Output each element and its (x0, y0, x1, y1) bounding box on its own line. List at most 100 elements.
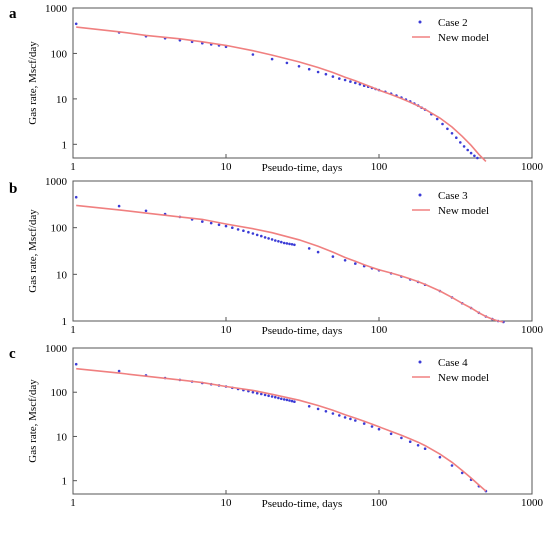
x-tick-label: 100 (371, 161, 388, 173)
data-point (370, 425, 374, 428)
data-point (280, 397, 283, 401)
legend-label: Case 2 (438, 17, 468, 29)
data-point (255, 391, 259, 395)
y-tick-label: 1000 (45, 343, 68, 355)
data-point (450, 132, 454, 135)
data-point (263, 393, 267, 397)
x-tick-label: 100 (371, 497, 388, 509)
data-point (307, 405, 311, 408)
y-tick-label: 1 (62, 139, 68, 151)
data-point (288, 242, 291, 246)
data-point (274, 239, 277, 242)
data-point (209, 221, 213, 225)
legend-swatch-point (418, 20, 422, 24)
data-point (455, 136, 458, 139)
y-tick-label: 10 (56, 94, 68, 106)
data-point (354, 81, 357, 85)
legend-label: Case 3 (438, 190, 468, 202)
data-point (260, 392, 263, 396)
data-point (307, 67, 311, 71)
data-point (423, 447, 427, 451)
x-tick-label: 1 (70, 324, 76, 336)
legend-label: New model (438, 32, 489, 44)
y-axis-label: Gas rate, Mscf/day (27, 209, 39, 293)
data-point (349, 417, 352, 421)
data-point (324, 72, 328, 76)
series-points-case-2 (74, 22, 479, 160)
x-tick-label: 1000 (521, 497, 544, 509)
y-axis-label: Gas rate, Mscf/day (27, 379, 39, 463)
y-axis-label: Gas rate, Mscf/day (27, 41, 39, 125)
y-tick-label: 10 (56, 269, 68, 281)
data-point (343, 259, 347, 262)
data-point (473, 154, 476, 158)
data-point (441, 122, 444, 126)
data-point (201, 220, 204, 223)
data-point (476, 156, 479, 160)
data-point (293, 400, 296, 404)
data-point (144, 209, 148, 213)
data-point (231, 226, 234, 229)
y-tick-label: 10 (56, 431, 68, 443)
legend-label: New model (438, 372, 489, 384)
y-tick-label: 100 (51, 223, 68, 235)
y-tick-label: 1000 (45, 3, 68, 15)
data-point (349, 80, 352, 83)
data-point (263, 236, 267, 239)
data-point (282, 241, 286, 245)
data-point (343, 78, 347, 82)
data-point (224, 224, 228, 228)
x-tick-label: 1000 (521, 324, 544, 336)
data-point (267, 237, 270, 240)
series-line-new-model (76, 204, 504, 323)
y-tick-label: 1 (62, 316, 68, 328)
data-point (260, 234, 263, 238)
data-point (217, 223, 221, 227)
x-axis-label: Pseudo-time, days (262, 325, 343, 337)
data-point (316, 407, 320, 411)
data-point (293, 243, 296, 247)
data-point (466, 148, 470, 152)
x-tick-label: 10 (221, 324, 233, 336)
data-point (362, 422, 366, 425)
data-point (331, 255, 335, 258)
data-point (288, 399, 291, 402)
data-point (354, 262, 357, 265)
data-point (270, 57, 274, 61)
data-point (307, 247, 311, 250)
data-point (74, 22, 78, 26)
x-axis-label: Pseudo-time, days (262, 162, 343, 174)
data-point (459, 141, 462, 144)
data-point (267, 394, 270, 398)
legend-swatch-point (418, 360, 422, 364)
x-tick-label: 1 (70, 161, 76, 173)
data-point (270, 238, 274, 241)
data-point (343, 416, 347, 419)
data-point (450, 464, 454, 467)
data-point (297, 65, 301, 68)
chart-panel-a: a 1 10 100 1000 1 10 100 1000 Pseudo-time, days Ga… (9, 3, 544, 174)
data-point (331, 412, 335, 415)
data-point (285, 398, 289, 402)
data-point (251, 390, 255, 394)
data-point (74, 195, 78, 199)
data-point (282, 398, 286, 401)
panel-letter: a (9, 6, 17, 22)
x-tick-label: 1000 (521, 161, 544, 173)
plot-frame (72, 7, 533, 159)
data-point (117, 369, 121, 373)
data-point (331, 75, 335, 78)
data-point (435, 117, 439, 121)
data-point (117, 204, 121, 208)
x-tick-label: 10 (221, 497, 233, 509)
data-point (274, 395, 277, 399)
data-point (338, 414, 341, 417)
data-point (416, 444, 420, 447)
data-point (290, 399, 294, 403)
data-point (290, 243, 294, 246)
data-point (469, 151, 473, 155)
y-tick-label: 100 (51, 387, 68, 399)
y-tick-label: 100 (51, 48, 68, 60)
data-point (247, 230, 250, 234)
